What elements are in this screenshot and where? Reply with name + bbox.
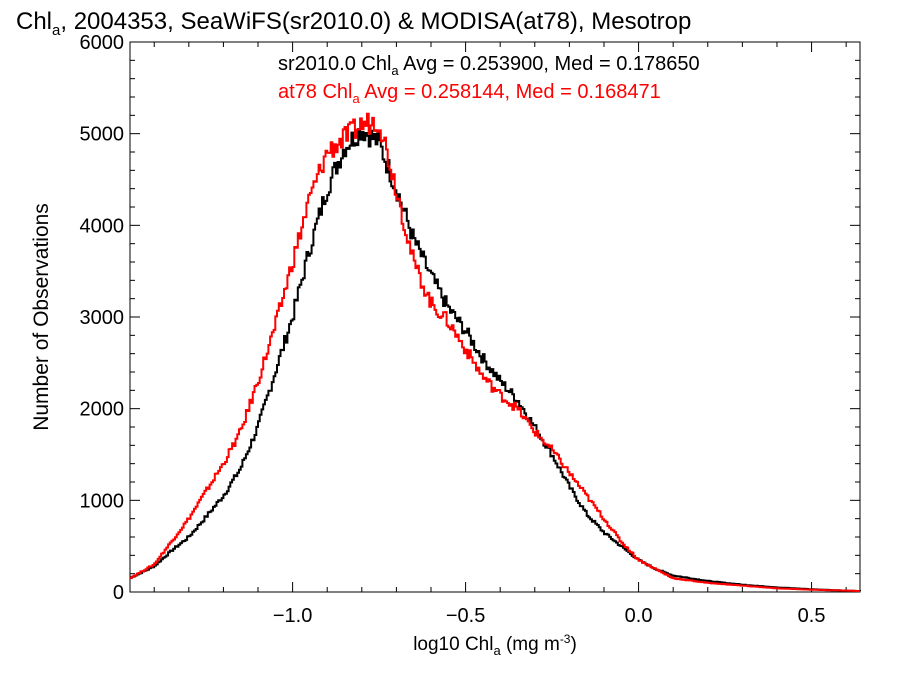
legend-series-2-main: at78 Chl <box>278 81 353 103</box>
y-tick-label: 5000 <box>80 124 125 146</box>
x-tick-label: 0.5 <box>798 605 826 627</box>
legend-series-1-sub: a <box>391 63 399 78</box>
legend-series-2-rest: Avg = 0.258144, Med = 0.168471 <box>360 81 661 103</box>
x-axis-label-sup: -3 <box>560 632 571 646</box>
y-tick-label: 6000 <box>80 32 125 54</box>
legend-series-1: sr2010.0 Chla Avg = 0.253900, Med = 0.17… <box>278 53 700 78</box>
legend-series-2-sub: a <box>353 91 361 106</box>
series-layer <box>130 112 861 593</box>
y-tick-label: 1000 <box>80 490 125 512</box>
chart-title-subscript: a <box>52 22 61 39</box>
x-axis-label-mid: (mg m <box>501 634 560 655</box>
legend-series-2: at78 Chla Avg = 0.258144, Med = 0.168471 <box>278 81 661 106</box>
y-tick-label: 4000 <box>80 215 125 237</box>
y-tick-label: 0 <box>113 582 124 604</box>
x-axis-label-end: ) <box>570 634 576 655</box>
x-tick-label: −1.0 <box>273 605 312 627</box>
series-line-at78 <box>130 112 860 593</box>
plot-frame <box>129 41 861 593</box>
chart-title-main: Chl <box>16 8 52 35</box>
x-tick-label: 0.0 <box>625 605 653 627</box>
legend-series-1-rest: Avg = 0.253900, Med = 0.178650 <box>399 53 700 75</box>
y-tick-label: 3000 <box>80 307 125 329</box>
x-axis-label-sub: a <box>493 643 501 658</box>
y-tick-label: 2000 <box>80 399 125 421</box>
series-line-sr2010.0 <box>130 128 861 592</box>
chart-title-rest: , 2004353, SeaWiFS(sr2010.0) & MODISA(at… <box>60 8 691 35</box>
x-tick-label: −0.5 <box>446 605 485 627</box>
chart-title: Chla, 2004353, SeaWiFS(sr2010.0) & MODIS… <box>16 8 691 39</box>
y-axis-label: Number of Observations <box>30 203 53 431</box>
axis-ticks: 0 1000 2000 3000 4000 5000 6000 −1.0 −0.5 0.0 0.5 <box>80 32 860 627</box>
legend-series-1-main: sr2010.0 Chl <box>278 53 391 75</box>
x-axis-label-main: log10 Chl <box>413 634 493 655</box>
x-axis-label: log10 Chla (mg m-3) <box>413 632 577 658</box>
